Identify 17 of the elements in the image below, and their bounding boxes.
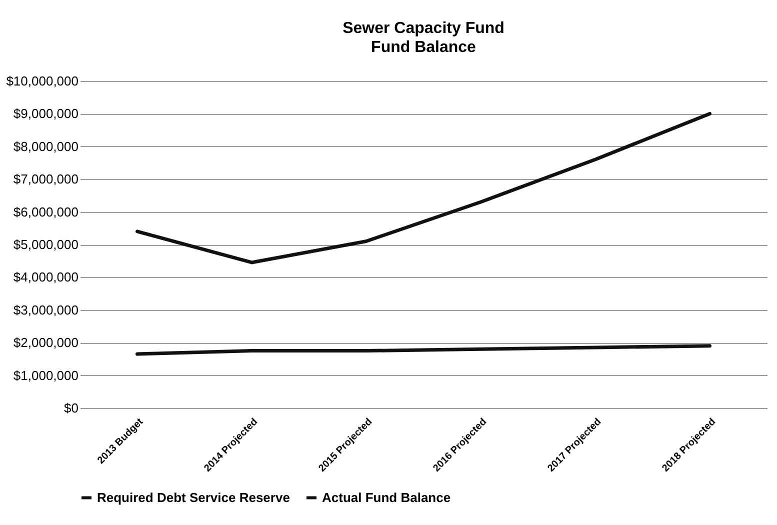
y-tick-label: $5,000,000 (13, 237, 78, 252)
y-tick-label: $0 (64, 400, 78, 416)
chart-subtitle: Fund Balance (371, 39, 476, 56)
y-tick-label: $1,000,000 (13, 368, 78, 383)
line-series (136, 112, 712, 264)
y-tick-label: $8,000,000 (13, 138, 78, 154)
y-tick-label: $4,000,000 (13, 270, 78, 285)
chart-title: Sewer Capacity Fund (342, 20, 504, 37)
y-tick-label: $7,000,000 (13, 172, 78, 187)
line-series (136, 344, 712, 356)
y-tick-label: $9,000,000 (13, 106, 78, 122)
y-tick-label: $6,000,000 (13, 204, 78, 220)
legend-label: Required Debt Service Reserve (97, 490, 290, 505)
y-tick-label: $3,000,000 (13, 302, 78, 318)
y-tick-label: $10,000,000 (6, 74, 78, 88)
legend-label: Actual Fund Balance (322, 490, 451, 505)
y-tick-label: $2,000,000 (13, 335, 78, 350)
